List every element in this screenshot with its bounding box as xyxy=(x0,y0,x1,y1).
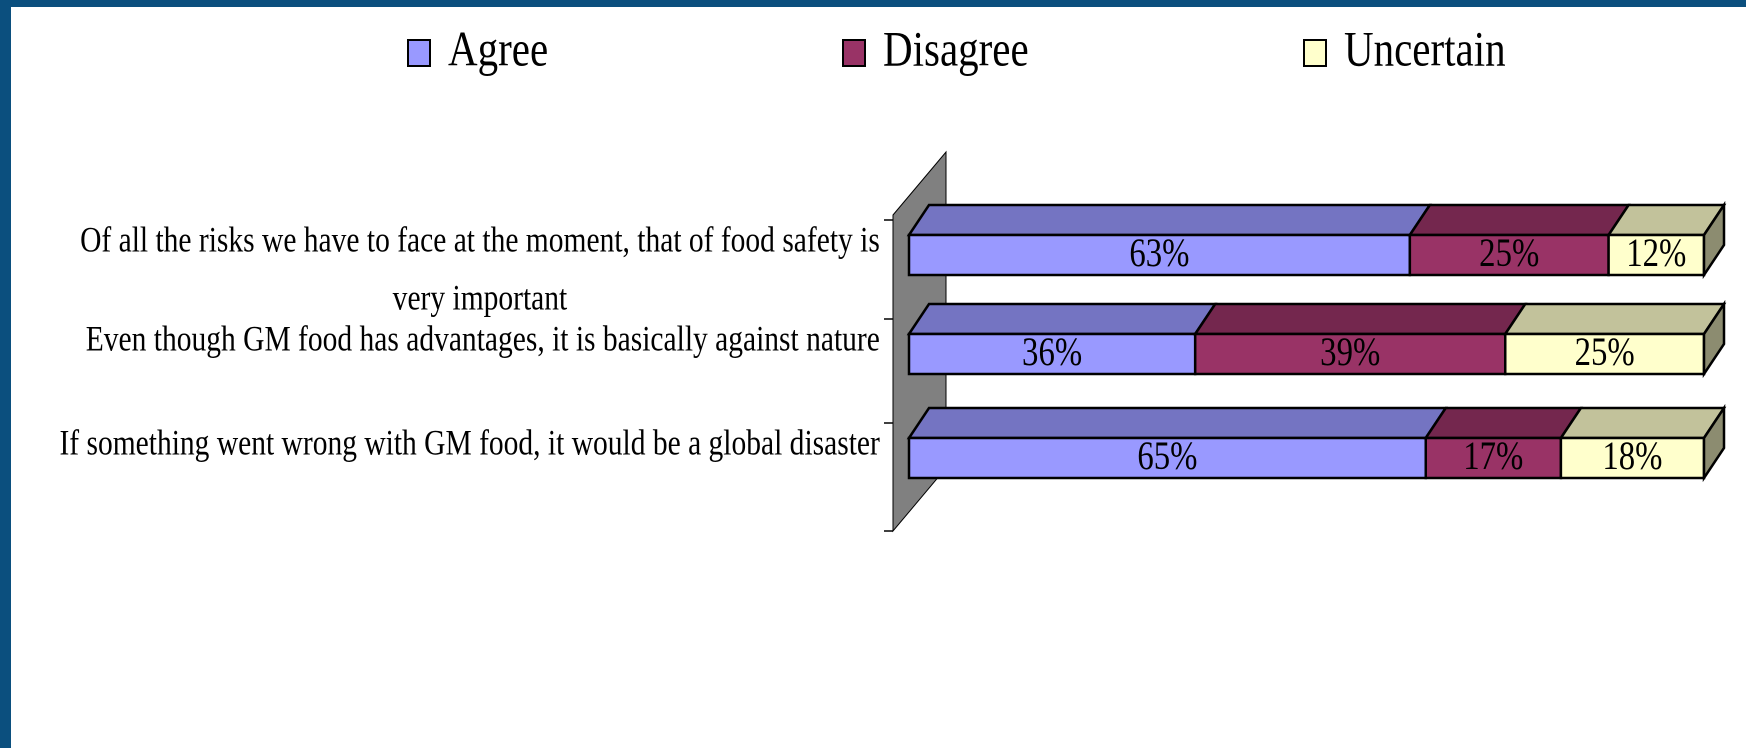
value-label: 25% xyxy=(1479,230,1539,275)
value-label: 65% xyxy=(1137,433,1197,478)
category-label: Of all the risks we have to face at the … xyxy=(80,221,880,318)
bar-side xyxy=(1702,403,1726,483)
bar-side xyxy=(1702,299,1726,379)
legend-label: Agree xyxy=(448,21,548,77)
bar xyxy=(907,436,1427,480)
value-label-group: 25% xyxy=(1479,230,1539,275)
value-label-group: 12% xyxy=(1626,230,1686,275)
value-label: 17% xyxy=(1463,433,1523,478)
category-label: If something went wrong with GM food, it… xyxy=(59,424,879,463)
legend-entry: Disagree xyxy=(883,21,1029,77)
value-label: 18% xyxy=(1602,433,1662,478)
legend-label: Disagree xyxy=(883,21,1029,77)
legend-entry: Uncertain xyxy=(1344,21,1506,77)
plot-background xyxy=(11,7,1746,748)
bar xyxy=(907,233,1412,277)
value-label-group: 63% xyxy=(1129,230,1189,275)
bar-side xyxy=(1702,200,1726,280)
legend-label: Uncertain xyxy=(1344,21,1506,77)
value-label-group: 39% xyxy=(1320,329,1380,374)
value-label: 39% xyxy=(1320,329,1380,374)
value-label-group: 25% xyxy=(1575,329,1635,374)
legend-swatch xyxy=(842,39,866,67)
value-label: 63% xyxy=(1129,230,1189,275)
value-label: 25% xyxy=(1575,329,1635,374)
value-label: 36% xyxy=(1022,329,1082,374)
legend-entry: Agree xyxy=(448,21,548,77)
category-label: Even though GM food has advantages, it i… xyxy=(86,320,880,359)
bar xyxy=(1504,332,1706,376)
bar xyxy=(907,332,1197,376)
legend-swatch xyxy=(1303,39,1327,67)
value-label: 12% xyxy=(1626,230,1686,275)
value-label-group: 36% xyxy=(1022,329,1082,374)
value-label-group: 17% xyxy=(1463,433,1523,478)
bar xyxy=(1607,233,1706,277)
bar xyxy=(1424,436,1563,480)
value-label-group: 65% xyxy=(1137,433,1197,478)
value-label-group: 18% xyxy=(1602,433,1662,478)
legend-swatch xyxy=(407,39,431,67)
